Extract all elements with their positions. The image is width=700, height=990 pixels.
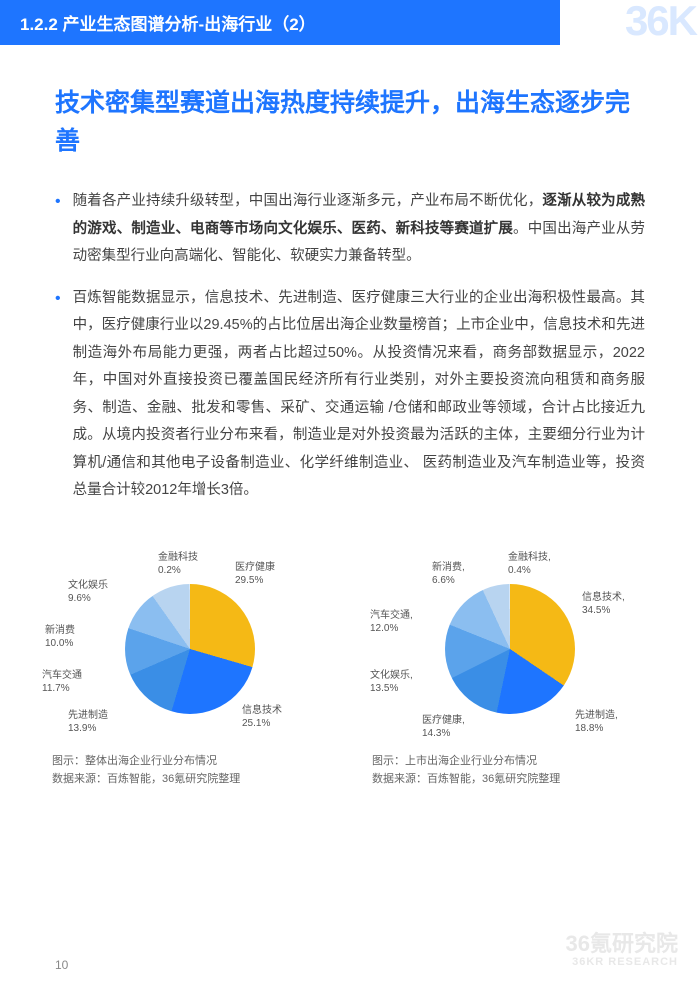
charts-row: 医疗健康29.5% 信息技术25.1% 先进制造13.9% 汽车交通11.7% 新消费1… xyxy=(0,539,700,788)
section-header: 1.2.2 产业生态图谱分析-出海行业（2） xyxy=(0,0,560,45)
pie-slice-label: 先进制造,18.8% xyxy=(575,709,618,735)
pie-slice-label: 医疗健康,14.3% xyxy=(422,714,465,740)
bullet-marker: • xyxy=(55,188,61,271)
chart-caption: 图示：上市出海企业行业分布情况 数据来源：百炼智能，36氪研究院整理 xyxy=(360,753,660,788)
pie-slice-label: 文化娱乐9.6% xyxy=(68,579,108,605)
page-title: 技术密集型赛道出海热度持续提升，出海生态逐步完善 xyxy=(55,85,645,160)
pie-slice-label: 金融科技,0.4% xyxy=(508,551,551,577)
watermark: 36氪研究院 36KR RESEARCH xyxy=(566,932,678,968)
bullet-text: 百炼智能数据显示，信息技术、先进制造、医疗健康三大行业的企业出海积极性最高。其中… xyxy=(73,285,645,505)
pie-slice-label: 文化娱乐,13.5% xyxy=(370,669,413,695)
chart-right: 信息技术,34.5% 先进制造,18.8% 医疗健康,14.3% 文化娱乐,13.5%… xyxy=(360,549,660,788)
pie-slice-label: 新消费10.0% xyxy=(45,624,75,650)
brand-logo: 36K xyxy=(625,0,700,42)
pie-slice-label: 汽车交通11.7% xyxy=(42,669,82,695)
pie-graphic xyxy=(445,584,575,714)
content-area: 技术密集型赛道出海热度持续提升，出海生态逐步完善 • 随着各产业持续升级转型，中… xyxy=(0,45,700,539)
chart-caption: 图示：整体出海企业行业分布情况 数据来源：百炼智能，36氪研究院整理 xyxy=(40,753,340,788)
pie-slice-label: 金融科技0.2% xyxy=(158,551,198,577)
bullet-item: • 随着各产业持续升级转型，中国出海行业逐渐多元，产业布局不断优化，逐渐从较为成… xyxy=(55,188,645,271)
pie-chart-listed: 信息技术,34.5% 先进制造,18.8% 医疗健康,14.3% 文化娱乐,13.5%… xyxy=(360,549,660,749)
chart-left: 医疗健康29.5% 信息技术25.1% 先进制造13.9% 汽车交通11.7% 新消费1… xyxy=(40,549,340,788)
pie-chart-overall: 医疗健康29.5% 信息技术25.1% 先进制造13.9% 汽车交通11.7% 新消费1… xyxy=(40,549,340,749)
pie-slice-label: 信息技术25.1% xyxy=(242,704,282,730)
pie-slice-label: 信息技术,34.5% xyxy=(582,591,625,617)
pie-slice-label: 先进制造13.9% xyxy=(68,709,108,735)
pie-slice-label: 医疗健康29.5% xyxy=(235,561,275,587)
bullet-item: • 百炼智能数据显示，信息技术、先进制造、医疗健康三大行业的企业出海积极性最高。… xyxy=(55,285,645,505)
pie-graphic xyxy=(125,584,255,714)
pie-slice-label: 汽车交通,12.0% xyxy=(370,609,413,635)
page-number: 10 xyxy=(55,958,68,972)
pie-slice-label: 新消费,6.6% xyxy=(432,561,465,587)
bullet-text: 随着各产业持续升级转型，中国出海行业逐渐多元，产业布局不断优化，逐渐从较为成熟的… xyxy=(73,188,645,271)
bullet-marker: • xyxy=(55,285,61,505)
